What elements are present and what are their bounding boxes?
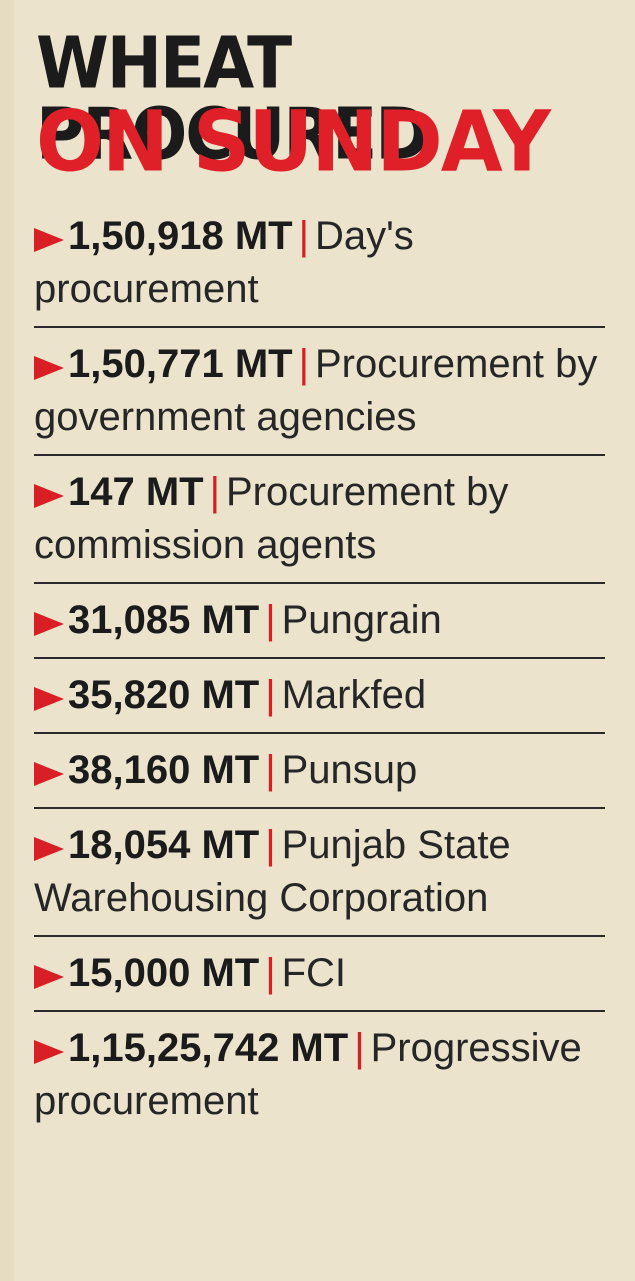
item-label: Procurement by commission agents	[34, 470, 509, 567]
list-item: 18,054 MT | Punjab State Warehousing Corpo…	[34, 809, 605, 937]
item-label: Progressive procurement	[34, 1026, 582, 1123]
separator: |	[265, 748, 276, 792]
item-label: Procurement by government agencies	[34, 342, 598, 439]
separator: |	[298, 214, 309, 258]
list-item: 15,000 MT | FCI	[34, 937, 605, 1012]
separator: |	[354, 1026, 365, 1070]
red-arrow-icon	[34, 837, 64, 861]
list-item: 38,160 MT | Punsup	[34, 734, 605, 809]
headline-line-1: WHEAT PROCURED	[36, 21, 430, 176]
separator: |	[265, 598, 276, 642]
red-arrow-icon	[34, 612, 64, 636]
item-value: 1,15,25,742 MT	[68, 1026, 349, 1070]
separator: |	[209, 470, 220, 514]
list-item: 31,085 MT | Pungrain	[34, 584, 605, 659]
item-value: 31,085 MT	[68, 598, 260, 642]
separator: |	[265, 823, 276, 867]
separator: |	[298, 342, 309, 386]
red-arrow-icon	[34, 1040, 64, 1064]
item-value: 147 MT	[68, 470, 204, 514]
item-value: 38,160 MT	[68, 748, 260, 792]
item-value: 18,054 MT	[68, 823, 260, 867]
list-item: 1,15,25,742 MT | Progressive procurement	[34, 1012, 605, 1138]
list-item: 147 MT | Procurement by commission agents	[34, 456, 605, 584]
red-arrow-icon	[34, 965, 64, 989]
item-label: Punsup	[281, 748, 418, 792]
item-label: Pungrain	[281, 598, 442, 642]
item-label: Day's procurement	[34, 214, 414, 311]
item-value: 1,50,918 MT	[68, 214, 293, 258]
item-label: Markfed	[281, 673, 427, 717]
procurement-list: 1,50,918 MT | Day's procurement 1,50,771 M…	[34, 200, 605, 1138]
red-arrow-icon	[34, 356, 64, 380]
list-item: 1,50,771 MT | Procurement by government ag…	[34, 328, 605, 456]
item-value: 35,820 MT	[68, 673, 260, 717]
list-item: 1,50,918 MT | Day's procurement	[34, 200, 605, 328]
headline-line-2: ON SUNDAY	[36, 92, 551, 191]
separator: |	[265, 951, 276, 995]
red-arrow-icon	[34, 484, 64, 508]
red-arrow-icon	[34, 687, 64, 711]
list-item: 35,820 MT | Markfed	[34, 659, 605, 734]
red-arrow-icon	[34, 228, 64, 252]
separator: |	[265, 673, 276, 717]
item-value: 15,000 MT	[68, 951, 260, 995]
item-value: 1,50,771 MT	[68, 342, 293, 386]
red-arrow-icon	[34, 762, 64, 786]
item-label: FCI	[281, 951, 347, 995]
item-label: Punjab State Warehousing Corporation	[34, 823, 511, 920]
